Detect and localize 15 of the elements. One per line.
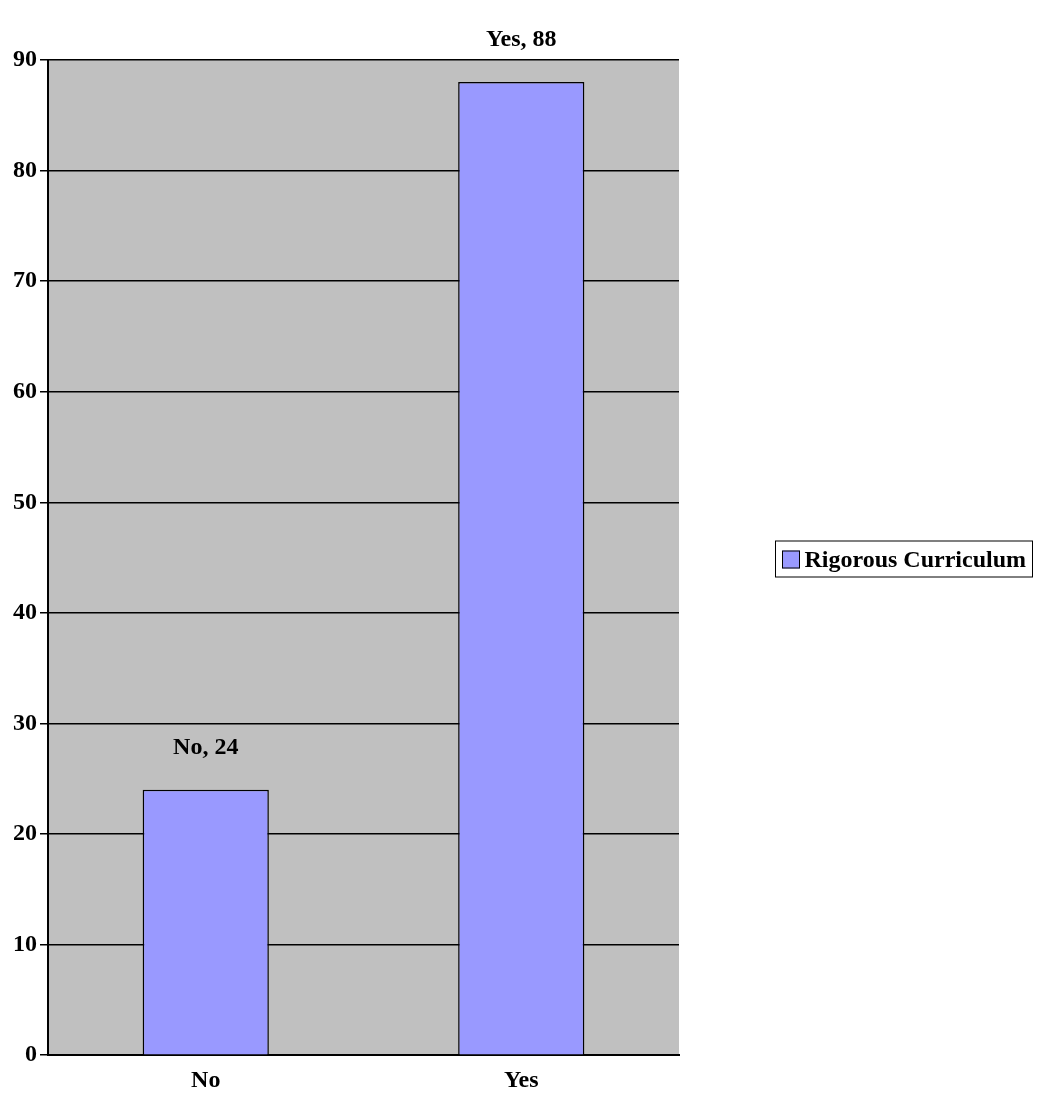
y-tick-label: 90 [13, 45, 37, 72]
y-tick-label: 30 [13, 708, 37, 735]
y-tick-label: 70 [13, 266, 37, 293]
legend-label: Rigorous Curriculum [804, 545, 1026, 573]
x-tick-label: No [191, 1065, 221, 1092]
y-tick-label: 50 [13, 487, 37, 514]
y-tick-label: 10 [13, 929, 37, 956]
y-tick-label: 80 [13, 155, 37, 182]
data-label: Yes, 88 [485, 25, 557, 52]
y-tick-label: 40 [13, 598, 37, 625]
x-tick-label: Yes [503, 1065, 539, 1092]
data-label: No, 24 [173, 733, 239, 760]
y-tick-label: 60 [13, 376, 37, 403]
y-tick-label: 0 [25, 1040, 37, 1067]
y-tick-label: 20 [13, 819, 37, 846]
